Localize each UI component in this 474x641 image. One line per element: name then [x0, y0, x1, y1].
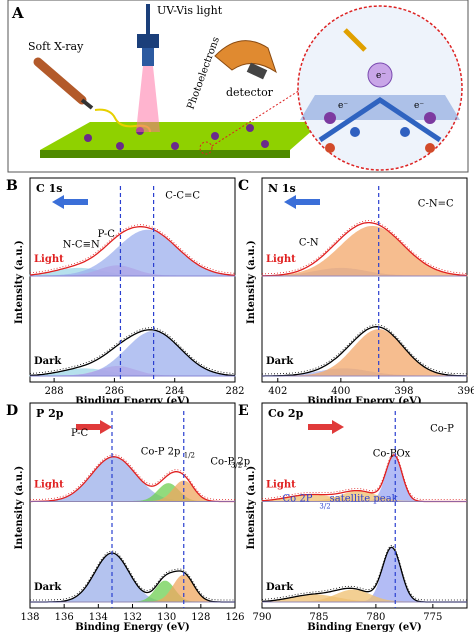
peak-label: Co-POx — [373, 448, 411, 459]
plot-frame — [29, 402, 236, 609]
shift-arrow-left — [284, 195, 320, 209]
x-tick-label: 284 — [165, 386, 184, 397]
light-ray — [343, 28, 367, 52]
panel-title: Co 2p — [268, 407, 304, 420]
peak-label: Co-P — [430, 424, 454, 435]
x-tick-label: 790 — [252, 612, 271, 623]
x-tick-label: 130 — [157, 612, 176, 623]
panel-letter-a: A — [11, 4, 24, 22]
peak-label: 1/2 — [184, 451, 195, 459]
panel-letter: D — [6, 403, 18, 419]
label-detector: detector — [226, 86, 274, 99]
x-tick-label: 282 — [225, 386, 244, 397]
shift-arrow-right — [76, 420, 112, 434]
detector — [214, 40, 277, 80]
dark-raw-data — [30, 550, 235, 601]
uv-beam — [136, 66, 160, 132]
light-label: Light — [34, 254, 64, 265]
peak-label: 3/2 — [319, 503, 330, 511]
dark-envelope — [262, 326, 467, 377]
panel-letter: E — [238, 403, 249, 419]
x-tick-label: 288 — [45, 386, 64, 397]
peak-label: Co 2P — [283, 493, 313, 504]
panel-c: C N 1s Intensity (a.u.) 402 400 398 396 Binding… — [238, 177, 474, 407]
peak-label: Co-P 2p — [141, 446, 181, 457]
peak-label: C-N=C — [418, 199, 454, 210]
peak-label: P-C — [71, 428, 89, 439]
electron-label-left: e⁻ — [338, 101, 348, 111]
panel-b: B C 1s Intensity (a.u.) 288 286 284 282 Binding… — [6, 177, 245, 407]
label-soft-xray: Soft X-ray — [28, 40, 84, 53]
plot-frame — [261, 402, 468, 609]
panel-title: P 2p — [36, 407, 64, 420]
x-tick-label: 775 — [423, 612, 442, 623]
light-envelope — [29, 226, 236, 276]
panel-d: D P 2p Intensity (a.u.) 138 136 134 132 130 128 1… — [6, 402, 250, 633]
light-envelope — [30, 456, 235, 503]
x-tick-label: 136 — [55, 612, 74, 623]
peak-label: C-N — [299, 237, 319, 248]
light-envelope — [262, 221, 467, 277]
peak-label: satellite peak — [330, 493, 399, 504]
label-uv-vis: UV-Vis light — [157, 4, 223, 17]
y-axis-label: Intensity (a.u.) — [246, 240, 257, 324]
light-label: Light — [266, 480, 296, 491]
zoom-link — [211, 89, 301, 147]
x-tick-label: 396 — [457, 386, 474, 397]
x-axis-label: Binding Energy (eV) — [75, 396, 189, 407]
dark-envelope — [29, 329, 236, 377]
shift-arrow-right — [308, 420, 344, 434]
zoom-circle — [297, 5, 463, 171]
panel-title: C 1s — [36, 182, 62, 195]
electron-label-right: e⁻ — [414, 101, 424, 111]
panel-a: A Soft X-ray UV-Vis light Photoelectrons — [7, 0, 469, 173]
peak-label: Co-P 2p — [210, 457, 250, 468]
dark-envelope — [30, 552, 235, 603]
x-axis-label: Binding Energy (eV) — [75, 622, 189, 633]
x-axis-label: Binding Energy (eV) — [307, 396, 421, 407]
x-tick-label: 780 — [366, 612, 385, 623]
shift-arrow-left — [52, 195, 88, 209]
dark-label: Dark — [34, 356, 62, 367]
dark-label: Dark — [266, 356, 294, 367]
y-axis-label: Intensity (a.u.) — [14, 240, 25, 324]
peak-label: P-C — [98, 229, 116, 240]
panel-letter: C — [238, 178, 249, 194]
y-axis-label: Intensity (a.u.) — [246, 466, 257, 550]
x-tick-label: 402 — [268, 386, 287, 397]
x-tick-label: 286 — [105, 386, 124, 397]
xps-panels: B C 1s Intensity (a.u.) 288 286 284 282 Binding… — [6, 177, 474, 633]
dark-raw-data — [262, 324, 467, 375]
x-tick-label: 138 — [20, 612, 39, 623]
uv-lamp — [136, 4, 160, 132]
dark-label: Dark — [34, 582, 62, 593]
peak-label: C-C=C — [165, 190, 200, 201]
x-tick-label: 132 — [123, 612, 142, 623]
x-tick-label: 126 — [225, 612, 244, 623]
x-tick-label: 128 — [191, 612, 210, 623]
panel-e: E Co 2p Intensity (a.u.) 790 785 780 775Bindin… — [238, 402, 468, 633]
x-tick-label: 400 — [331, 386, 350, 397]
peak-label: 3/2 — [231, 462, 242, 470]
y-axis-label: Intensity (a.u.) — [14, 466, 25, 550]
light-label: Light — [34, 480, 64, 491]
dark-label: Dark — [266, 582, 294, 593]
light-label: Light — [266, 254, 296, 265]
substrate-edge — [40, 150, 290, 158]
x-tick-label: 134 — [89, 612, 108, 623]
zoom-origin — [199, 141, 213, 155]
x-tick-label: 785 — [309, 612, 328, 623]
panel-title: N 1s — [268, 182, 296, 195]
panel-letter: B — [6, 178, 18, 194]
electron-label-center: e⁻ — [376, 71, 386, 81]
electron-sphere — [367, 62, 393, 88]
x-axis-label: Binding Energy (eV) — [307, 622, 421, 633]
particles — [84, 124, 269, 150]
x-tick-label: 398 — [394, 386, 413, 397]
peak-label: N-C≡N — [63, 239, 100, 250]
